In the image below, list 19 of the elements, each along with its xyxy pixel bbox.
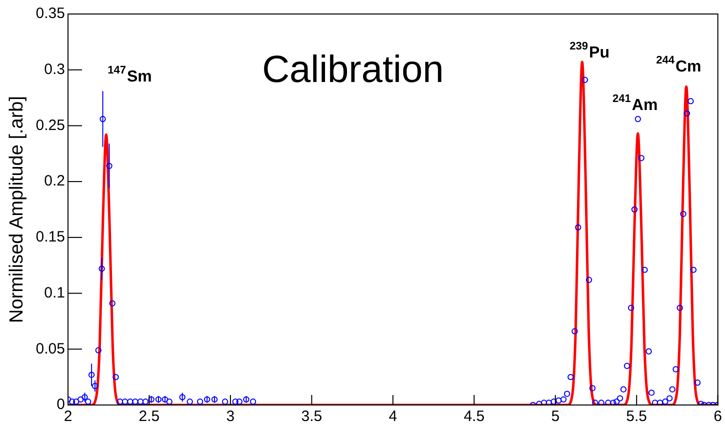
x-tick-label: 5.5 <box>626 408 648 426</box>
y-tick-label: 0.35 <box>36 5 65 22</box>
y-tick-label: 0.1 <box>44 284 65 302</box>
y-tick-label: 0.2 <box>44 172 65 190</box>
y-tick-label: 0 <box>56 396 65 414</box>
x-tick-label: 4.5 <box>464 408 485 426</box>
text: Calibration <box>262 49 444 91</box>
y-tick-label: 0.3 <box>44 61 65 78</box>
x-tick-label: 2.5 <box>138 408 160 426</box>
y-tick-label: 0.25 <box>36 116 65 134</box>
x-tick-label: 4 <box>388 408 398 426</box>
x-tick-label: 3.5 <box>301 408 322 426</box>
x-tick-label: 2 <box>64 408 72 426</box>
y-tick-label: 0.15 <box>36 228 65 246</box>
x-tick-label: 5 <box>551 408 560 426</box>
y-tick-label: 0.05 <box>36 340 65 358</box>
x-tick-label: 6 <box>714 408 722 426</box>
y-axis-title: Normilised Amplitude [.arb] <box>6 96 28 324</box>
x-tick-label: 3 <box>226 408 235 426</box>
